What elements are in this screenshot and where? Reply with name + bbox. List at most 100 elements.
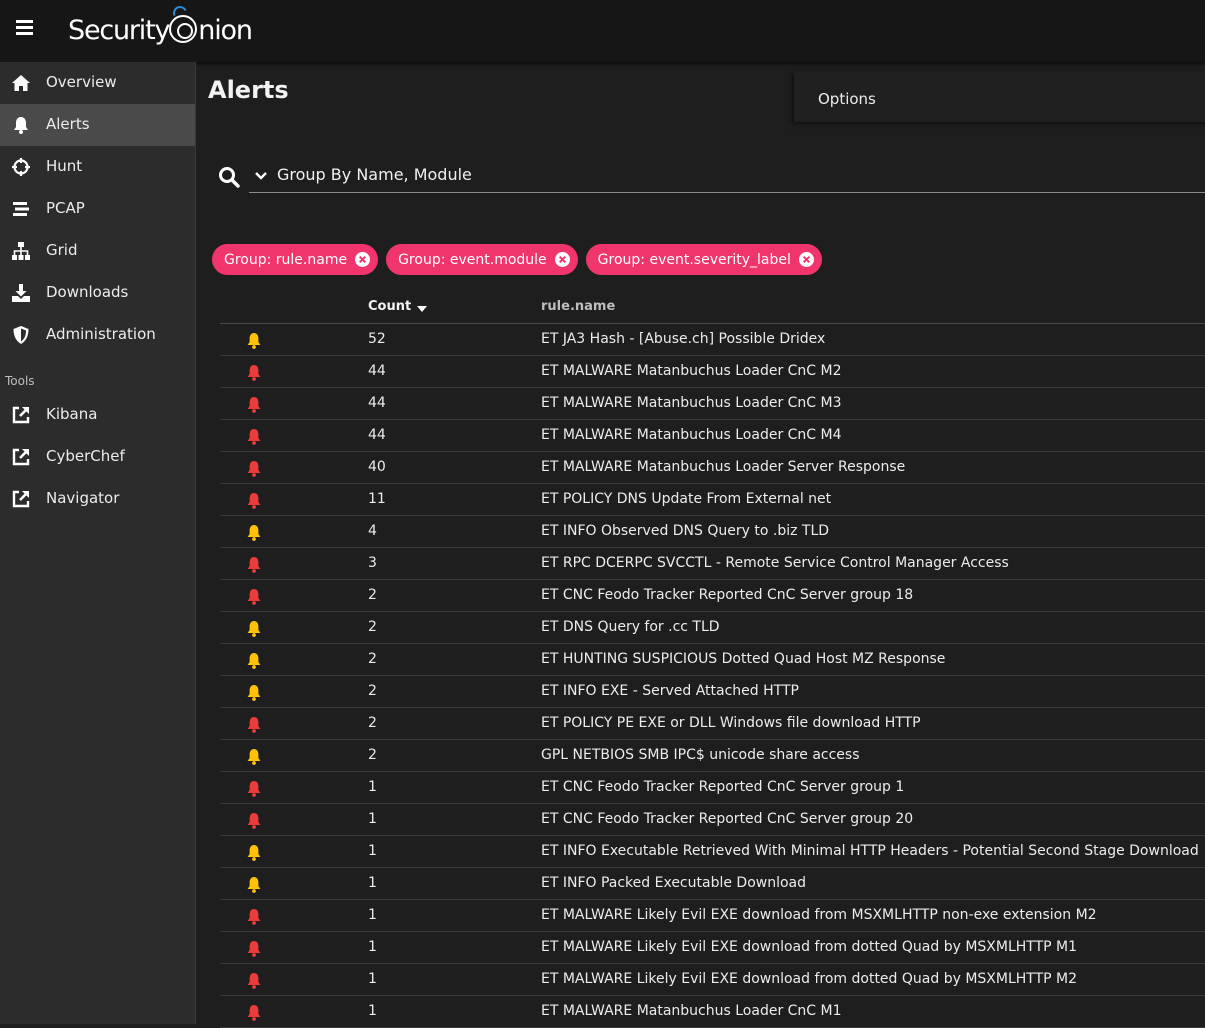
table-row[interactable]: 1 ET MALWARE Likely Evil EXE download fro… <box>220 964 1205 996</box>
column-header-rule-name[interactable]: rule.name <box>541 299 616 314</box>
cell-count: 2 <box>368 619 377 635</box>
group-chip[interactable]: Group: event.module <box>386 244 578 275</box>
sidebar-item-hunt[interactable]: Hunt <box>0 146 195 188</box>
group-chips: Group: rule.name Group: event.module Group… <box>212 244 822 275</box>
table-row[interactable]: 1 ET MALWARE Likely Evil EXE download fro… <box>220 932 1205 964</box>
cell-rule-name: ET CNC Feodo Tracker Reported CnC Server… <box>541 587 914 603</box>
table-row[interactable]: 44 ET MALWARE Matanbuchus Loader CnC M2 <box>220 356 1205 388</box>
sidebar-item-label: PCAP <box>46 199 85 217</box>
cell-rule-name: ET CNC Feodo Tracker Reported CnC Server… <box>541 811 914 827</box>
sidebar-item-label: Grid <box>46 241 78 259</box>
table-row[interactable]: 2 ET CNC Feodo Tracker Reported CnC Serve… <box>220 580 1205 612</box>
cell-rule-name: ET HUNTING SUSPICIOUS Dotted Quad Host M… <box>541 651 946 667</box>
table-row[interactable]: 52 ET JA3 Hash - [Abuse.ch] Possible Drid… <box>220 324 1205 356</box>
group-chip[interactable]: Group: event.severity_label <box>585 244 822 275</box>
table-row[interactable]: 1 ET INFO Executable Retrieved With Minim… <box>220 836 1205 868</box>
close-circle-icon[interactable] <box>355 252 371 267</box>
cell-count: 1 <box>368 811 377 827</box>
sidebar-item-cyberchef[interactable]: CyberChef <box>0 436 195 478</box>
table-row[interactable]: 40 ET MALWARE Matanbuchus Loader Server R… <box>220 452 1205 484</box>
crosshairs-icon <box>11 157 31 177</box>
close-circle-icon[interactable] <box>554 252 570 267</box>
sidebar-item-grid[interactable]: Grid <box>0 230 195 272</box>
table-row[interactable]: 1 ET CNC Feodo Tracker Reported CnC Serve… <box>220 772 1205 804</box>
bell-icon-high <box>247 589 261 605</box>
cell-rule-name: ET INFO Observed DNS Query to .biz TLD <box>541 523 830 539</box>
cell-rule-name: ET MALWARE Matanbuchus Loader Server Res… <box>541 459 906 475</box>
sidebar-item-administration[interactable]: Administration <box>0 314 195 356</box>
bell-icon-medium <box>247 749 261 765</box>
cell-count: 52 <box>368 331 386 347</box>
sidebar-item-label: CyberChef <box>46 447 125 465</box>
cell-count: 2 <box>368 587 377 603</box>
sidebar-item-label: Overview <box>46 73 117 91</box>
bell-icon-medium <box>247 685 261 701</box>
cell-rule-name: ET POLICY PE EXE or DLL Windows file dow… <box>541 715 921 731</box>
group-chip[interactable]: Group: rule.name <box>212 244 379 275</box>
sidebar-item-label: Downloads <box>46 283 129 301</box>
cell-count: 44 <box>368 427 386 443</box>
hamburger-menu-icon[interactable] <box>14 20 36 40</box>
stream-icon <box>11 199 31 219</box>
bell-icon-medium <box>247 333 261 349</box>
bell-icon-high <box>247 461 261 477</box>
bell-icon-medium <box>247 877 261 893</box>
table-row[interactable]: 1 ET CNC Feodo Tracker Reported CnC Serve… <box>220 804 1205 836</box>
sidebar-item-alerts[interactable]: Alerts <box>0 104 195 146</box>
sidebar-item-label: Navigator <box>46 489 120 507</box>
cell-rule-name: ET DNS Query for .cc TLD <box>541 619 720 635</box>
bell-icon-high <box>247 365 261 381</box>
cell-count: 1 <box>368 907 377 923</box>
table-row[interactable]: 11 ET POLICY DNS Update From External net <box>220 484 1205 516</box>
external-link-icon <box>11 447 31 467</box>
cell-rule-name: ET MALWARE Matanbuchus Loader CnC M4 <box>541 427 842 443</box>
close-circle-icon[interactable] <box>798 252 814 267</box>
group-chip-label: Group: event.severity_label <box>597 251 791 268</box>
table-row[interactable]: 1 ET MALWARE Likely Evil EXE download fro… <box>220 900 1205 932</box>
table-row[interactable]: 2 ET INFO EXE - Served Attached HTTP <box>220 676 1205 708</box>
bell-icon-high <box>247 973 261 989</box>
query-input[interactable] <box>277 162 1177 186</box>
table-row[interactable]: 2 ET HUNTING SUSPICIOUS Dotted Quad Host … <box>220 644 1205 676</box>
group-chip-label: Group: rule.name <box>224 251 348 268</box>
table-row[interactable]: 2 ET POLICY PE EXE or DLL Windows file do… <box>220 708 1205 740</box>
table-row[interactable]: 2 ET DNS Query for .cc TLD <box>220 612 1205 644</box>
cell-rule-name: ET MALWARE Likely Evil EXE download from… <box>541 939 1078 955</box>
alerts-table: Count rule.name 52 ET JA3 Hash - [Abuse.c… <box>220 292 1205 1028</box>
bell-icon-medium <box>247 845 261 861</box>
sidebar-item-downloads[interactable]: Downloads <box>0 272 195 314</box>
column-header-count[interactable]: Count <box>368 299 428 314</box>
cell-rule-name: ET POLICY DNS Update From External net <box>541 491 832 507</box>
bell-icon-medium <box>247 653 261 669</box>
cell-rule-name: ET JA3 Hash - [Abuse.ch] Possible Dridex <box>541 331 826 347</box>
cell-count: 1 <box>368 971 377 987</box>
cell-count: 1 <box>368 939 377 955</box>
cell-count: 2 <box>368 683 377 699</box>
table-row[interactable]: 44 ET MALWARE Matanbuchus Loader CnC M3 <box>220 388 1205 420</box>
cell-rule-name: GPL NETBIOS SMB IPC$ unicode share acces… <box>541 747 860 763</box>
security-onion-logo[interactable]: Security nion <box>68 15 253 46</box>
table-row[interactable]: 1 ET MALWARE Matanbuchus Loader CnC M1 <box>220 996 1205 1028</box>
bell-icon-high <box>247 717 261 733</box>
cell-count: 1 <box>368 875 377 891</box>
table-row[interactable]: 3 ET RPC DCERPC SVCCTL - Remote Service C… <box>220 548 1205 580</box>
table-row[interactable]: 2 GPL NETBIOS SMB IPC$ unicode share acce… <box>220 740 1205 772</box>
query-field[interactable] <box>249 158 1205 193</box>
chevron-down-icon[interactable] <box>253 168 269 184</box>
sidebar-item-kibana[interactable]: Kibana <box>0 394 195 436</box>
table-row[interactable]: 1 ET INFO Packed Executable Download <box>220 868 1205 900</box>
table-row[interactable]: 44 ET MALWARE Matanbuchus Loader CnC M4 <box>220 420 1205 452</box>
group-chip-label: Group: event.module <box>398 251 547 268</box>
options-panel[interactable]: Options <box>794 72 1205 122</box>
table-row[interactable]: 4 ET INFO Observed DNS Query to .biz TLD <box>220 516 1205 548</box>
sidebar-item-overview[interactable]: Overview <box>0 62 195 104</box>
sidebar-item-label: Alerts <box>46 115 90 133</box>
sidebar-item-label: Hunt <box>46 157 83 175</box>
options-label: Options <box>818 90 876 108</box>
sidebar-item-pcap[interactable]: PCAP <box>0 188 195 230</box>
sidebar-item-navigator[interactable]: Navigator <box>0 478 195 520</box>
search-icon[interactable] <box>218 166 240 188</box>
sort-descending-icon <box>417 306 428 312</box>
bell-icon-high <box>247 781 261 797</box>
bell-icon-high <box>247 941 261 957</box>
